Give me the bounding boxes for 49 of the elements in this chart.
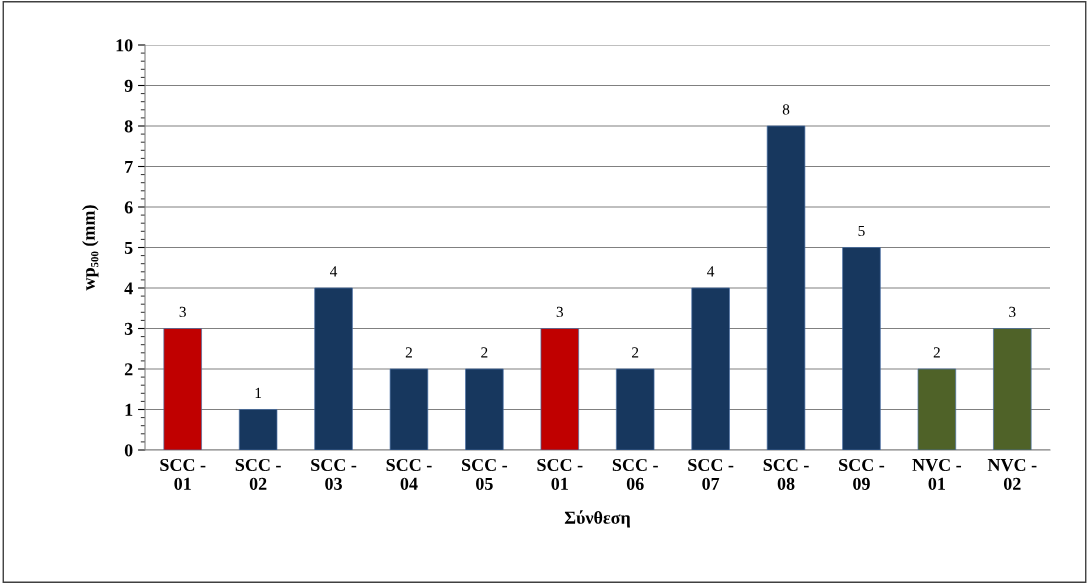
x-tick-label: SCC - 02 <box>235 458 281 490</box>
bar <box>842 247 881 450</box>
y-tick-label: 9 <box>124 79 133 92</box>
bar <box>314 287 353 450</box>
x-axis-title: Σύνθεση <box>564 510 630 528</box>
x-tick-label: NVC - 01 <box>912 458 962 490</box>
data-label: 2 <box>632 347 639 358</box>
y-axis-title: wp₅₀₀ (mm) <box>82 205 99 291</box>
y-tick-label: 5 <box>124 241 133 254</box>
data-label: 2 <box>481 347 488 358</box>
bar <box>766 125 806 450</box>
data-label: 3 <box>1009 306 1016 318</box>
data-label: 2 <box>405 347 412 358</box>
y-tick-label: 2 <box>124 363 133 376</box>
y-tick-label: 4 <box>124 282 133 295</box>
data-label: 8 <box>782 104 790 115</box>
y-tick-label: 0 <box>124 444 133 457</box>
data-label: 5 <box>858 225 865 237</box>
bar <box>917 368 957 450</box>
x-tick-label: SCC - 07 <box>688 458 734 490</box>
x-tick-label: SCC - 01 <box>160 458 206 490</box>
data-label: 1 <box>255 387 262 398</box>
bar <box>163 328 202 450</box>
y-tick-label: 1 <box>125 403 133 416</box>
y-tick-label: 10 <box>116 39 133 52</box>
bar <box>616 368 655 450</box>
y-tick-label: 3 <box>124 322 133 335</box>
data-label: 3 <box>556 306 564 318</box>
x-tick-label: SCC - 06 <box>612 458 658 490</box>
x-tick-label: SCC - 03 <box>311 458 357 490</box>
data-label: 2 <box>933 347 940 358</box>
y-tick-label: 7 <box>125 160 133 173</box>
x-tick-label: SCC - 04 <box>386 458 432 490</box>
x-tick-label: SCC - 01 <box>537 458 583 490</box>
bar <box>465 368 504 450</box>
x-tick-label: SCC - 08 <box>763 458 809 490</box>
x-tick-label: SCC - 05 <box>462 458 508 490</box>
y-tick-label: 8 <box>124 120 133 133</box>
bar <box>993 328 1032 450</box>
y-tick-label: 6 <box>124 201 133 214</box>
bar <box>691 287 730 450</box>
data-label: 3 <box>179 306 186 318</box>
data-label: 4 <box>707 266 715 277</box>
data-label: 4 <box>330 266 338 277</box>
x-tick-label: SCC - 09 <box>839 458 885 490</box>
x-tick-label: NVC - 02 <box>987 458 1037 490</box>
bar <box>389 368 429 450</box>
bar <box>238 409 278 450</box>
bar <box>540 328 579 450</box>
